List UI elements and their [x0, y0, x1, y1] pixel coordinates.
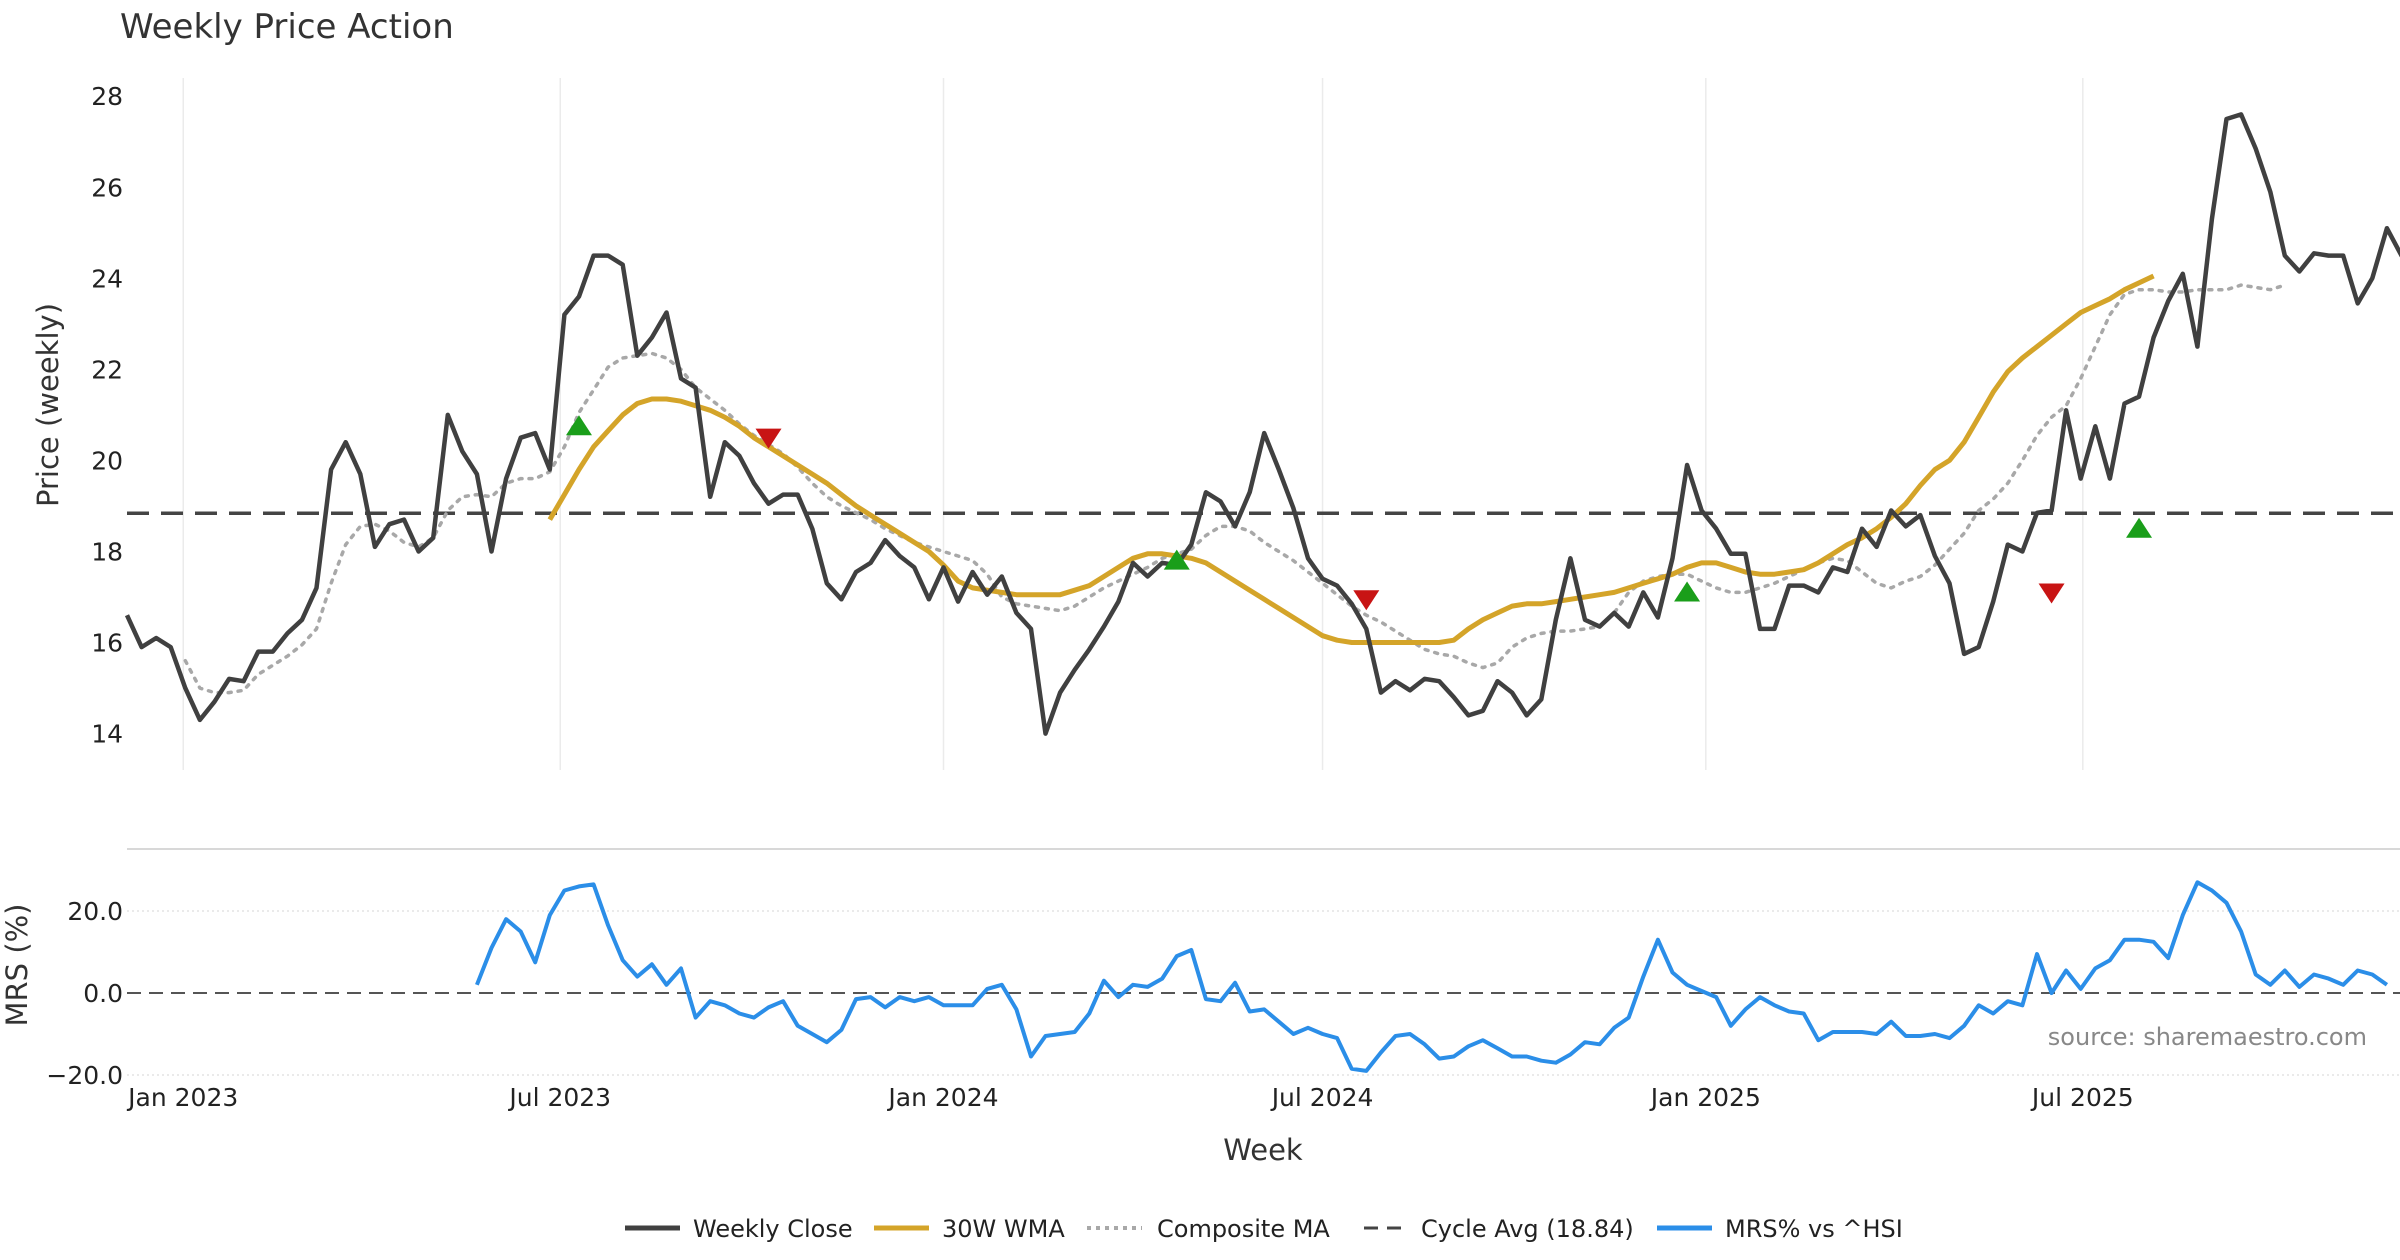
legend: Weekly Close 30W WMA Composite MA Cycle … — [625, 1215, 1903, 1243]
legend-label-wma: 30W WMA — [942, 1215, 1065, 1243]
price-y-tick-18: 18 — [91, 537, 123, 566]
weekly-close-line — [124, 112, 2400, 736]
buy-signal-marker-0 — [565, 415, 592, 436]
price-y-axis-label: Price (weekly) — [31, 303, 65, 507]
sell-signal-marker-0 — [755, 428, 782, 449]
x-tick-jan-2024: Jan 2024 — [886, 1083, 998, 1112]
sell-signal-marker-1 — [1353, 590, 1380, 611]
price-y-tick-24: 24 — [91, 264, 123, 293]
x-tick-jul-2025: Jul 2025 — [2030, 1083, 2134, 1112]
legend-label-cycle-avg: Cycle Avg (18.84) — [1421, 1215, 1634, 1243]
chart-title: Weekly Price Action — [120, 7, 454, 47]
source-note: source: sharemaestro.com — [2048, 1023, 2367, 1051]
legend-label-mrs: MRS% vs ^HSI — [1725, 1215, 1903, 1243]
mrs-y-tick-0: 0.0 — [83, 979, 123, 1008]
mrs-y-tick--20: −20.0 — [46, 1061, 123, 1090]
price-y-tick-20: 20 — [91, 446, 123, 475]
sell-signal-marker-2 — [2038, 583, 2065, 604]
price-vertical-grid — [182, 78, 2084, 770]
legend-label-composite-ma: Composite MA — [1157, 1215, 1330, 1243]
buy-signal-marker-1 — [1163, 549, 1190, 570]
mrs-line — [475, 880, 2389, 1073]
x-tick-jan-2025: Jan 2025 — [1649, 1083, 1761, 1112]
x-tick-jul-2024: Jul 2024 — [1270, 1083, 1374, 1112]
price-y-tick-labels: 14 16 18 20 22 24 26 28 — [91, 82, 123, 748]
price-y-tick-28: 28 — [91, 82, 123, 111]
mrs-y-tick-labels: 20.0 0.0 −20.0 — [46, 897, 123, 1090]
composite-ma-line — [183, 283, 2287, 695]
price-y-tick-14: 14 — [91, 720, 123, 749]
price-y-tick-22: 22 — [91, 355, 123, 384]
x-tick-jan-2023: Jan 2023 — [126, 1083, 238, 1112]
signal-markers — [565, 415, 2153, 611]
wma-30w-line — [547, 273, 2155, 645]
buy-signal-marker-2 — [1674, 581, 1701, 602]
buy-signal-marker-3 — [2126, 517, 2153, 538]
price-y-tick-26: 26 — [91, 173, 123, 202]
x-axis-label: Week — [1223, 1133, 1303, 1167]
legend-label-weekly-close: Weekly Close — [693, 1215, 853, 1243]
mrs-horizontal-grid — [127, 910, 2400, 1076]
x-tick-jul-2023: Jul 2023 — [507, 1083, 611, 1112]
mrs-y-axis-label: MRS (%) — [0, 904, 34, 1027]
price-y-tick-16: 16 — [91, 629, 123, 658]
x-tick-labels: Jan 2023 Jul 2023 Jan 2024 Jul 2024 Jan 2025… — [126, 1083, 2133, 1112]
mrs-y-tick-20: 20.0 — [67, 897, 123, 926]
